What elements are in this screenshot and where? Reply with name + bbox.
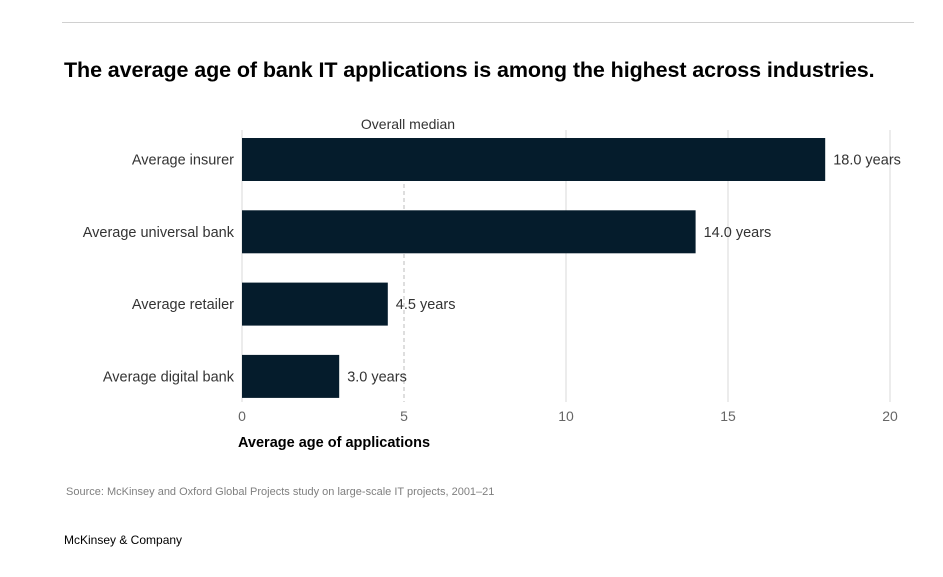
- tick-label-4: 20: [882, 408, 898, 424]
- category-label-3: Average digital bank: [103, 369, 235, 385]
- chart-title: The average age of bank IT applications …: [64, 58, 875, 82]
- category-label-2: Average retailer: [132, 297, 234, 313]
- category-label-0: Average insurer: [132, 153, 234, 169]
- brand-name: McKinsey & Company: [64, 533, 183, 547]
- bar-2: [242, 282, 388, 326]
- value-label-1: 14.0 years: [704, 225, 772, 241]
- tick-label-3: 15: [720, 408, 736, 424]
- tick-label-0: 0: [238, 408, 246, 424]
- top-divider: [62, 22, 914, 23]
- tick-label-1: 5: [400, 408, 408, 424]
- value-label-2: 4.5 years: [396, 297, 456, 313]
- x-axis-label: Average age of applications: [238, 435, 430, 451]
- bar-0: [242, 138, 826, 181]
- median-label: Overall median: [361, 116, 455, 132]
- bar-1: [242, 210, 696, 254]
- source-note: Source: McKinsey and Oxford Global Proje…: [66, 486, 495, 498]
- bar-chart: Overall median Average insurer 18.0 years A…: [83, 116, 901, 451]
- value-label-0: 18.0 years: [833, 153, 901, 169]
- category-label-1: Average universal bank: [83, 225, 235, 241]
- tick-label-2: 10: [558, 408, 574, 424]
- value-label-3: 3.0 years: [347, 369, 407, 385]
- bar-3: [242, 354, 340, 398]
